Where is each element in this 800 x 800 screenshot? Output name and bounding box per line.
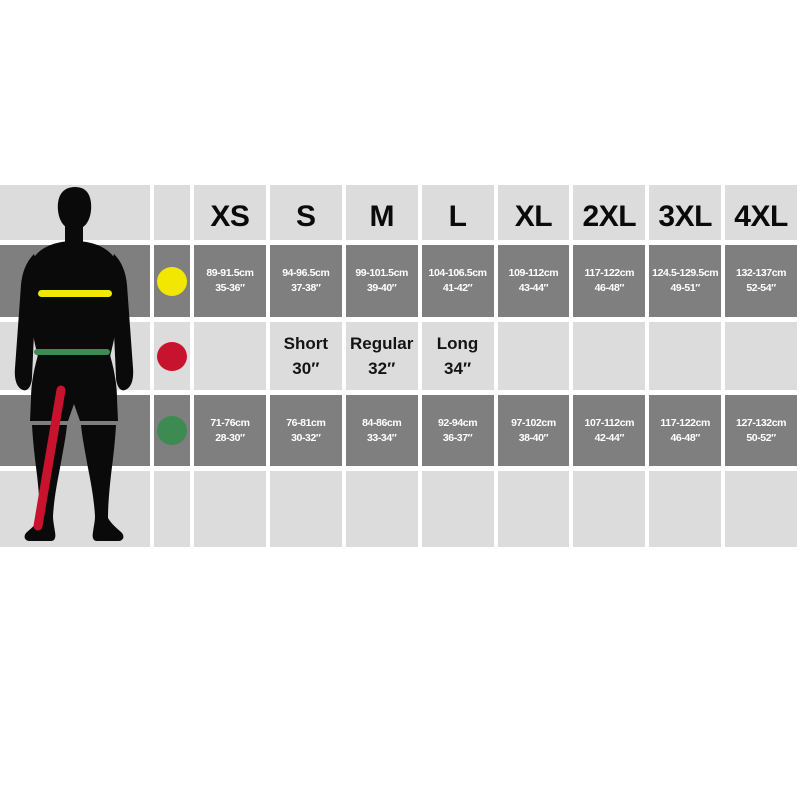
waist-cell-xs: 71-76cm 28-30″ [194, 395, 266, 466]
empty-cell [345, 471, 418, 547]
waist-dot-icon [157, 416, 187, 445]
waist-cell-xl: 97-102cm 38-40″ [497, 395, 570, 466]
indicator-column-header [154, 185, 190, 240]
waist-cm: 71-76cm [210, 416, 250, 429]
leg-cell-2xl [573, 322, 646, 390]
waist-cm: 107-112cm [584, 416, 635, 429]
chest-in: 41-42″ [442, 282, 473, 294]
waist-in: 46-48″ [670, 431, 700, 444]
size-column-header-l: L [421, 185, 494, 240]
waist-cell-3xl: 117-122cm 46-48″ [649, 395, 722, 466]
empty-cell [269, 471, 342, 547]
chest-cm: 94-96.5cm [282, 267, 330, 279]
chest-cm: 109-112cm [508, 267, 559, 279]
figure-background-band [0, 245, 150, 317]
waist-cell-2xl: 107-112cm 42-44″ [573, 395, 646, 466]
leg-length-value: 30″ [292, 359, 320, 378]
leg-cell-xl [497, 322, 570, 390]
size-guide-table: XS S M L XL 2XL 3XL 4XL 89-91.5cm 35-36″… [0, 185, 797, 547]
leg-length-value: 34″ [444, 359, 472, 378]
waist-in: 30-32″ [291, 431, 321, 444]
chest-dot-icon [157, 266, 187, 296]
waist-cm: 117-122cm [660, 416, 710, 429]
leg-cell-l: Long 34″ [421, 322, 494, 390]
chest-cm: 124.5-129.5cm [652, 267, 719, 279]
empty-cell [649, 471, 722, 547]
chest-indicator-cell [154, 245, 190, 317]
chest-in: 39-40″ [366, 282, 397, 294]
leg-cell-xs [194, 322, 266, 390]
size-column-header-4xl: 4XL [725, 185, 797, 240]
chest-in: 46-48″ [594, 282, 625, 294]
chest-in: 37-38″ [291, 282, 321, 294]
empty-cell [573, 471, 646, 547]
leg-length-value: 32″ [368, 359, 396, 378]
waist-indicator-cell [154, 395, 190, 466]
chest-in: 35-36″ [215, 282, 245, 294]
chest-cell-l: 104-106.5cm 41-42″ [421, 245, 494, 317]
chest-cm: 99-101.5cm [355, 267, 408, 279]
waist-cm: 84-86cm [362, 416, 402, 429]
figure-background-band [0, 395, 150, 466]
empty-cell [421, 471, 494, 547]
waist-in: 42-44″ [594, 431, 625, 444]
chest-cell-3xl: 124.5-129.5cm 49-51″ [649, 245, 722, 317]
leg-length-label: Short [283, 334, 328, 353]
waist-cm: 92-94cm [437, 416, 478, 429]
size-column-header-s: S [269, 185, 342, 240]
empty-cell [725, 471, 797, 547]
figure-background-band [0, 322, 150, 390]
leg-cell-s: Short 30″ [269, 322, 342, 390]
chest-cm: 117-122cm [584, 267, 635, 279]
waist-cell-4xl: 127-132cm 50-52″ [725, 395, 797, 466]
chest-in: 49-51″ [670, 282, 700, 294]
leg-indicator-cell [154, 322, 190, 390]
figure-background-band [0, 471, 150, 547]
empty-cell [497, 471, 570, 547]
leg-cell-m: Regular 32″ [345, 322, 418, 390]
waist-cm: 76-81cm [286, 416, 326, 429]
chest-cell-2xl: 117-122cm 46-48″ [573, 245, 646, 317]
waist-cm: 127-132cm [736, 416, 787, 429]
chest-cm: 89-91.5cm [206, 267, 254, 279]
empty-cell [194, 471, 266, 547]
chest-in: 52-54″ [746, 282, 776, 294]
size-column-header-3xl: 3XL [649, 185, 722, 240]
chest-cell-s: 94-96.5cm 37-38″ [269, 245, 342, 317]
chest-cell-4xl: 132-137cm 52-54″ [725, 245, 797, 317]
size-column-header-xl: XL [497, 185, 570, 240]
waist-in: 36-37″ [442, 431, 473, 444]
figure-background-band [0, 185, 150, 240]
empty-cell [154, 471, 190, 547]
chest-cm: 104-106.5cm [428, 267, 487, 279]
leg-dot-icon [157, 341, 187, 371]
chest-in: 43-44″ [518, 282, 549, 294]
chest-cell-xl: 109-112cm 43-44″ [497, 245, 570, 317]
leg-cell-4xl [725, 322, 797, 390]
chest-cell-m: 99-101.5cm 39-40″ [345, 245, 418, 317]
waist-cell-m: 84-86cm 33-34″ [345, 395, 418, 466]
size-column-header-2xl: 2XL [573, 185, 646, 240]
waist-cell-l: 92-94cm 36-37″ [421, 395, 494, 466]
waist-in: 33-34″ [366, 431, 397, 444]
chest-cm: 132-137cm [736, 267, 787, 279]
leg-cell-3xl [649, 322, 722, 390]
size-column-header-xs: XS [194, 185, 266, 240]
leg-length-label: Long [436, 334, 479, 353]
waist-in: 50-52″ [746, 431, 776, 444]
waist-cell-s: 76-81cm 30-32″ [269, 395, 342, 466]
leg-length-label: Regular [350, 334, 414, 353]
waist-cm: 97-102cm [511, 416, 556, 429]
waist-in: 28-30″ [215, 431, 245, 444]
waist-in: 38-40″ [518, 431, 549, 444]
size-column-header-m: M [345, 185, 418, 240]
chest-cell-xs: 89-91.5cm 35-36″ [194, 245, 266, 317]
